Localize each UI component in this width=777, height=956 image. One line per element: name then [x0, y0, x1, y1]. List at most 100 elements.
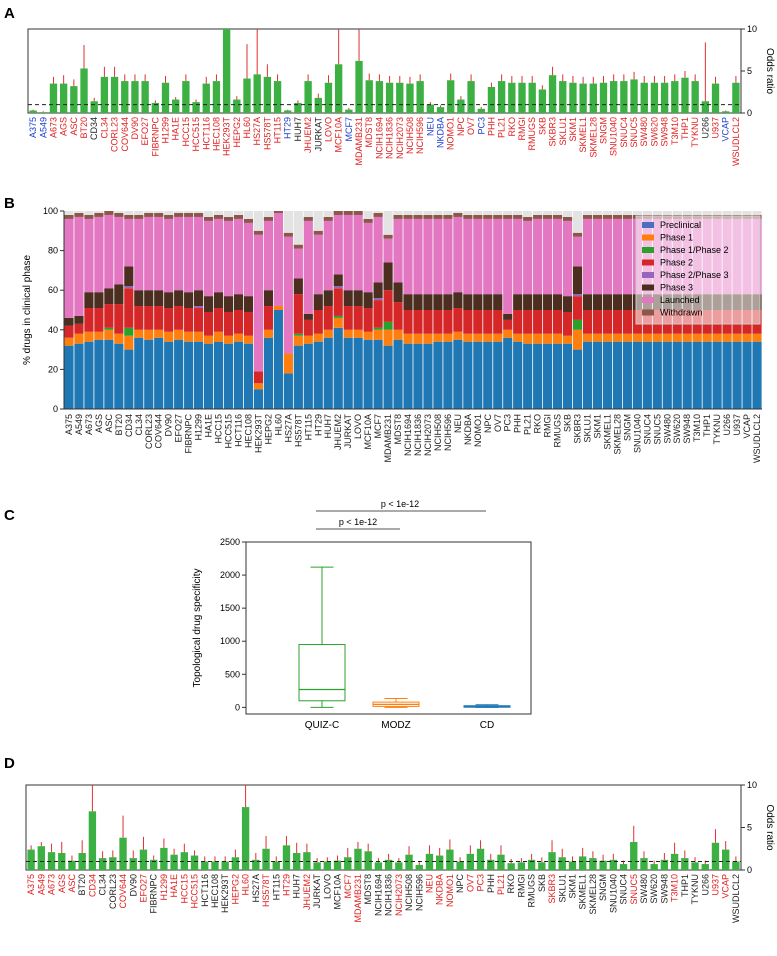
bar-ncih596 [416, 81, 424, 113]
bar-segment-corl23 [144, 216, 154, 291]
bar-pc3 [476, 848, 485, 870]
bar-segment-skbr3 [572, 329, 583, 350]
bar-segment-hs578t [293, 211, 303, 245]
bar-segment-sw948 [682, 211, 692, 215]
x-tick-label-h1299: H1299 [194, 414, 204, 441]
bar-segment-rko [533, 343, 543, 409]
bar-segment-rko [533, 211, 543, 215]
bar-segment-skmel28 [612, 333, 623, 342]
x-tick-label-snuc4: SNUC4 [619, 874, 629, 905]
bar-segment-mcf10a [363, 339, 373, 409]
bar-segment-neu [453, 211, 463, 213]
x-tick-label-efo27: EFO27 [138, 874, 148, 903]
bar-segment-cd34 [124, 214, 134, 219]
x-tick-label-ht115: HT115 [271, 874, 281, 900]
bar-segment-ncih2073 [423, 343, 433, 409]
x-tick-label-ncih1836: NCIH1836 [385, 117, 395, 159]
bar-segment-ht115 [303, 343, 313, 409]
bar-segment-mcf7 [373, 212, 383, 217]
x-tick-label-cov644: COV644 [154, 414, 164, 449]
bar-segment-hs27a [283, 373, 293, 409]
x-tick-label-hl60: HL60 [242, 117, 252, 139]
y-tick-label: 1000 [220, 636, 240, 646]
x-tick-label-corl23: CORL23 [108, 874, 118, 909]
bar-segment-bt20 [114, 212, 124, 217]
bar-segment-sw480 [662, 211, 672, 215]
bar-segment-mcf7 [373, 211, 383, 213]
bar-segment-mcf7 [373, 329, 383, 340]
bar-segment-sw948 [682, 333, 692, 342]
bar-corl23 [110, 76, 119, 113]
bar-sklu1 [559, 81, 567, 113]
bar-ncih508 [405, 854, 413, 870]
bar-segment-hs27a [283, 236, 293, 354]
bar-snuc4 [619, 864, 628, 870]
bar-segment-snuc4 [642, 333, 652, 342]
bar-segment-a673 [84, 331, 94, 342]
bar-segment-hek293t [253, 234, 264, 372]
legend-swatch-phase-2 [642, 259, 654, 266]
bar-fibrnpc [150, 859, 158, 870]
bar-segment-wsudlcl2 [752, 341, 762, 409]
bar-segment-hcc515 [223, 335, 234, 344]
bar-segment-sngm [622, 333, 632, 342]
bar-segment-hcc15 [213, 341, 224, 409]
x-tick-label-snu1040: SNU1040 [608, 874, 618, 913]
x-tick-label-sw948: SW948 [659, 874, 669, 904]
x-tick-label-mcf10a: MCF10A [333, 874, 343, 910]
x-tick-label-sngm: SNGM [598, 874, 608, 901]
x-tick-label-nkdba: NKDBA [463, 414, 473, 445]
bar-segment-snu1040 [632, 333, 642, 342]
bar-segment-hcc515 [223, 311, 234, 336]
bar-segment-ha1e [203, 296, 214, 312]
bar-segment-hec108 [243, 222, 254, 297]
bar-segment-ov7 [493, 218, 503, 295]
bar-segment-pc3 [503, 218, 513, 314]
bar-hct116 [201, 861, 209, 870]
bar-segment-skmel1 [602, 294, 613, 310]
bar-segment-h1299 [194, 341, 204, 409]
bar-ncih2073 [395, 862, 403, 870]
x-tick-label-efo27: EFO27 [140, 117, 150, 146]
bar-segment-fibrnpc [184, 331, 194, 342]
x-tick-label-ncih596: NCIH596 [443, 414, 453, 451]
bar-sw480 [640, 858, 648, 870]
bar-segment-cl34 [134, 290, 144, 307]
bar-vcap [722, 111, 730, 113]
bar-segment-sngm [622, 218, 632, 295]
x-tick-label-tyknu: TYKNU [690, 874, 700, 905]
bar-segment-hepg2 [263, 329, 274, 338]
x-tick-label-a673: A673 [84, 414, 94, 435]
x-tick-label-t3m10: T3M10 [670, 874, 680, 902]
panel-letter-c: C [4, 507, 15, 524]
bar-segment-cov644 [154, 329, 164, 338]
x-tick-label-fibrnpc: FIBRNPC [149, 874, 159, 914]
bar-efo27 [139, 849, 148, 870]
bar-segment-skbr3 [572, 232, 583, 237]
bar-fibrnpc [151, 102, 159, 113]
bar-hepg2 [233, 99, 241, 113]
x-tick-label-ncih508: NCIH508 [405, 117, 415, 154]
bar-segment-h1299 [194, 211, 204, 213]
bar-segment-dv90 [164, 341, 174, 409]
bar-segment-npc [483, 333, 493, 342]
bar-skmel1 [579, 83, 587, 113]
x-tick-label-sklu1: SKLU1 [583, 414, 593, 443]
bar-segment-phh [513, 333, 523, 342]
bar-segment-hl60 [273, 306, 283, 310]
bar-segment-hs578t [293, 244, 303, 249]
bar-segment-skb [562, 311, 573, 336]
bar-segment-a673 [84, 308, 94, 332]
bar-sw948 [660, 859, 669, 870]
legend-swatch-withdrawn [642, 309, 654, 316]
bar-segment-nomo1 [473, 214, 483, 219]
bar-skbr3 [548, 75, 557, 113]
bar-segment-cov644 [154, 211, 164, 213]
bar-neu [426, 104, 435, 113]
bar-segment-skbr3 [572, 211, 583, 233]
bar-segment-skbr3 [572, 294, 583, 297]
x-tick-label-cov644: COV644 [120, 117, 130, 152]
bar-segment-pc3 [503, 337, 513, 409]
bar-segment-cd34 [124, 288, 134, 328]
bar-segment-hct116 [233, 214, 244, 219]
